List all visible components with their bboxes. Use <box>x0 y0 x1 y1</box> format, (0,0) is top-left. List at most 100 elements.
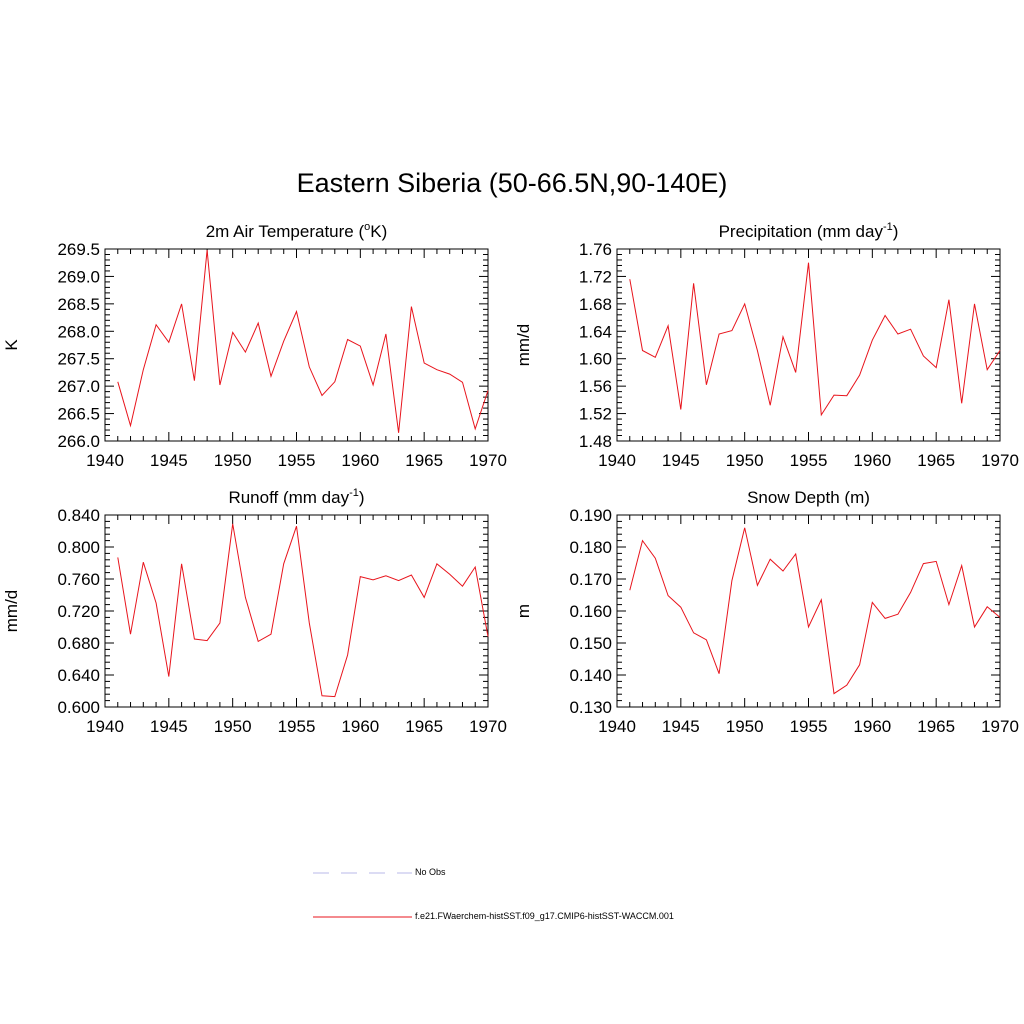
data-point <box>986 606 988 608</box>
data-point <box>935 367 937 369</box>
data-point <box>143 369 145 371</box>
x-tick-label: 1960 <box>341 717 379 736</box>
data-point <box>487 636 489 638</box>
data-point <box>283 563 285 565</box>
y-axis-label: mm/d <box>2 590 21 633</box>
plot-frame <box>104 514 489 708</box>
y-tick-label: 0.160 <box>569 602 612 621</box>
data-point <box>474 566 476 568</box>
y-tick-label: 0.840 <box>57 506 100 525</box>
data-point <box>334 381 336 383</box>
data-point <box>693 632 695 634</box>
x-tick-label: 1950 <box>214 451 252 470</box>
data-point <box>642 540 644 542</box>
data-point <box>449 373 451 375</box>
data-point <box>718 673 720 675</box>
data-point <box>423 362 425 364</box>
y-tick-label: 0.130 <box>569 698 612 717</box>
x-tick-label: 1955 <box>278 451 316 470</box>
data-point <box>232 332 234 334</box>
x-tick-label: 1960 <box>853 717 891 736</box>
data-point <box>757 585 759 587</box>
panel-1: 2m Air Temperature (oK) K 1940 1945 1950 1955… <box>2 221 507 470</box>
x-tick-label: 1955 <box>790 451 828 470</box>
y-tick-label: 0.680 <box>57 634 100 653</box>
data-point <box>897 333 899 335</box>
y-tick-label: 268.0 <box>57 322 100 341</box>
data-point <box>986 369 988 371</box>
y-tick-label: 269.0 <box>57 267 100 286</box>
y-tick-label: 269.5 <box>57 240 100 259</box>
data-point <box>961 565 963 567</box>
x-tick-label: 1965 <box>917 717 955 736</box>
x-tick-label: 1965 <box>405 717 443 736</box>
y-axis-label: m <box>514 604 533 618</box>
data-point <box>884 618 886 620</box>
data-point <box>117 381 119 383</box>
x-tick-label: 1955 <box>278 717 316 736</box>
data-point <box>757 350 759 352</box>
y-tick-label: 267.5 <box>57 350 100 369</box>
data-point <box>449 573 451 575</box>
data-point <box>296 525 298 527</box>
x-tick-label: 1965 <box>917 451 955 470</box>
x-tick-label: 1960 <box>853 451 891 470</box>
data-point <box>206 640 208 642</box>
y-tick-label: 1.72 <box>579 267 612 286</box>
data-point <box>436 563 438 565</box>
data-point <box>872 339 874 341</box>
data-point <box>718 333 720 335</box>
panel-2: Precipitation (mm day-1) mm/d 1940 1945 1950… <box>514 221 1019 470</box>
panel-title: Precipitation (mm day-1) <box>719 221 899 241</box>
data-point <box>334 696 336 698</box>
data-point <box>731 330 733 332</box>
data-point <box>808 626 810 628</box>
data-point <box>910 592 912 594</box>
y-tick-label: 0.720 <box>57 602 100 621</box>
data-point <box>462 585 464 587</box>
y-axis-label: K <box>2 339 21 351</box>
panel-title: 2m Air Temperature (oK) <box>206 221 388 241</box>
data-point <box>462 382 464 384</box>
data-point <box>859 374 861 376</box>
x-tick-label: 1960 <box>341 451 379 470</box>
data-point <box>487 390 489 392</box>
data-point <box>629 278 631 280</box>
x-tick-label: 1940 <box>86 717 124 736</box>
data-point <box>474 428 476 430</box>
y-axis-label: mm/d <box>514 324 533 367</box>
y-tick-label: 1.48 <box>579 432 612 451</box>
x-tick-label: 1970 <box>981 717 1019 736</box>
y-tick-label: 1.68 <box>579 295 612 314</box>
data-point <box>808 262 810 264</box>
x-tick-label: 1950 <box>726 717 764 736</box>
y-tick-label: 0.600 <box>57 698 100 717</box>
data-point <box>693 282 695 284</box>
y-tick-label: 266.5 <box>57 405 100 424</box>
data-point <box>974 303 976 305</box>
data-point <box>257 641 259 643</box>
y-tick-label: 1.52 <box>579 405 612 424</box>
data-point <box>769 558 771 560</box>
y-tick-label: 1.56 <box>579 377 612 396</box>
data-point <box>168 341 170 343</box>
y-tick-label: 0.190 <box>569 506 612 525</box>
x-tick-label: 1940 <box>86 451 124 470</box>
data-point <box>181 563 183 565</box>
data-point <box>884 315 886 317</box>
series-line <box>117 250 489 433</box>
data-point <box>655 557 657 559</box>
data-point <box>436 369 438 371</box>
x-tick-label: 1945 <box>662 717 700 736</box>
data-point <box>820 414 822 416</box>
data-point <box>744 303 746 305</box>
main-title: Eastern Siberia (50-66.5N,90-140E) <box>296 168 728 198</box>
legend-obs-label: No Obs <box>415 867 446 877</box>
data-point <box>782 570 784 572</box>
data-point <box>308 622 310 624</box>
data-point <box>833 693 835 695</box>
data-point <box>245 351 247 353</box>
y-tick-label: 0.800 <box>57 538 100 557</box>
data-point <box>859 664 861 666</box>
